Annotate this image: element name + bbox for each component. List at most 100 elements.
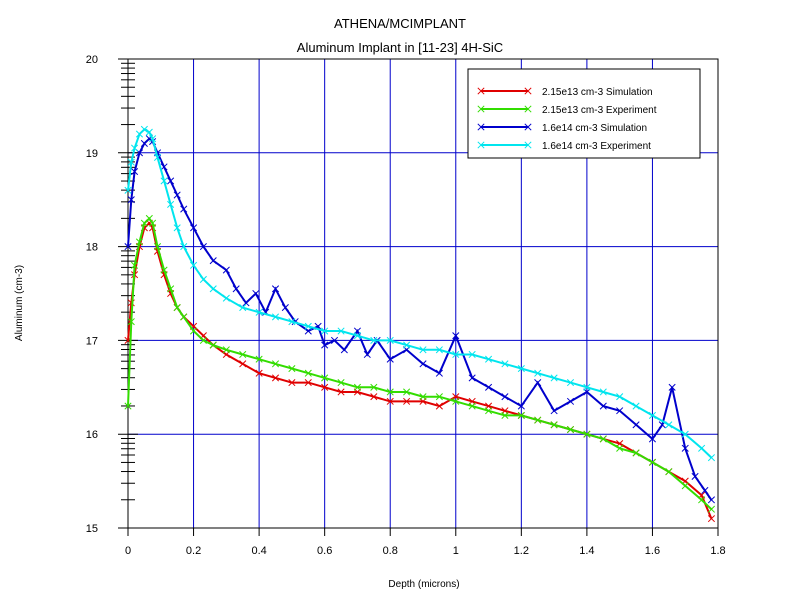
data-point-stroke [370, 393, 378, 401]
data-point-stroke [485, 407, 493, 415]
data-point [222, 346, 230, 354]
data-point [566, 397, 575, 405]
data-point-stroke [180, 313, 188, 321]
data-point [337, 327, 345, 335]
data-point-stroke [534, 369, 542, 377]
data-point-stroke [517, 402, 525, 410]
series-layer [124, 125, 715, 523]
data-point-stroke [131, 144, 139, 152]
data-point [160, 266, 168, 274]
data-point [386, 355, 394, 363]
data-point [271, 313, 280, 321]
data-point-stroke [419, 360, 427, 368]
data-point [304, 322, 312, 330]
data-point-stroke [452, 332, 460, 340]
data-point-stroke [135, 238, 144, 246]
data-point [370, 383, 378, 391]
data-point-stroke [566, 397, 575, 405]
data-point-stroke [363, 350, 371, 359]
data-point-stroke [419, 346, 427, 354]
data-point [468, 402, 476, 410]
legend-marker [477, 87, 485, 95]
data-point [340, 346, 348, 354]
data-point [566, 379, 575, 387]
series-line [127, 137, 713, 501]
data-point [321, 374, 329, 382]
legend-box [467, 68, 701, 159]
data-point [304, 379, 312, 387]
data-point-stroke [180, 205, 188, 213]
data-point [330, 336, 339, 344]
data-point [403, 397, 411, 405]
data-point [616, 444, 624, 452]
data-point [550, 374, 558, 382]
data-point-stroke [632, 449, 640, 457]
data-point-stroke [668, 383, 676, 391]
data-point-stroke [707, 505, 715, 513]
data-point-stroke [304, 322, 312, 330]
data-point [632, 449, 640, 457]
x-tick-label: 0.4 [251, 545, 266, 557]
data-point-stroke [707, 496, 715, 504]
axis-layer: 15 16 17 18 19 20 0 0.2 0.4 0.6 0.8 1 1.2 1.4 1.6 1.8 [86, 54, 726, 557]
x-tick-label: 0.8 [383, 545, 398, 557]
data-point-stroke [209, 285, 217, 293]
data-point-stroke [353, 383, 361, 391]
data-point-stroke [330, 336, 339, 344]
data-point [173, 224, 181, 232]
data-point-stroke [160, 163, 168, 171]
data-point [566, 425, 575, 434]
data-point-stroke [583, 430, 591, 438]
data-point [648, 435, 656, 443]
legend-label: 1.6e14 cm-3 Simulation [542, 123, 647, 134]
legend-item: 2.15e13 cm-3 Simulation [477, 87, 653, 98]
data-point [583, 430, 591, 438]
data-point [131, 168, 139, 176]
data-point [304, 369, 312, 377]
data-point-stroke [127, 318, 135, 326]
data-point [199, 243, 207, 251]
data-point-stroke [222, 294, 230, 302]
data-point [681, 482, 689, 490]
data-point [517, 402, 525, 410]
data-point [209, 285, 217, 293]
data-point [583, 383, 591, 391]
y-axis-label: Aluminum (cm-3) [14, 265, 25, 341]
data-point [167, 285, 175, 293]
data-point [271, 374, 280, 382]
data-point-stroke [127, 196, 135, 204]
data-point [353, 332, 361, 340]
data-point [668, 383, 676, 391]
data-point [370, 393, 378, 401]
data-point [485, 355, 493, 363]
data-point-stroke [534, 416, 542, 424]
x-tick-label: 0 [125, 545, 131, 557]
y-tick-label: 19 [86, 148, 98, 160]
data-point-stroke [599, 435, 607, 443]
data-point-stroke [665, 421, 673, 429]
data-point [707, 496, 715, 504]
data-point-stroke [691, 472, 699, 480]
data-point-stroke [145, 128, 153, 136]
data-point-stroke [550, 421, 558, 429]
data-point [616, 407, 624, 415]
data-point-stroke [452, 397, 460, 405]
data-point [501, 360, 509, 368]
legend-marker [477, 123, 485, 131]
data-point-stroke [153, 153, 162, 162]
data-point-stroke [239, 304, 247, 312]
data-point [435, 402, 443, 410]
data-point-stroke [271, 360, 280, 368]
data-point [239, 350, 247, 359]
data-point-stroke [698, 496, 706, 504]
data-point [127, 158, 135, 166]
data-point [131, 261, 139, 269]
data-point-stroke [370, 336, 378, 344]
legend-marker-stroke [524, 105, 532, 113]
data-point-stroke [160, 177, 168, 185]
data-point-stroke [271, 374, 280, 382]
data-point-stroke [599, 402, 607, 410]
data-point-stroke [435, 346, 443, 354]
legend-marker-stroke [477, 141, 485, 149]
y-tick-label: 17 [86, 335, 98, 347]
